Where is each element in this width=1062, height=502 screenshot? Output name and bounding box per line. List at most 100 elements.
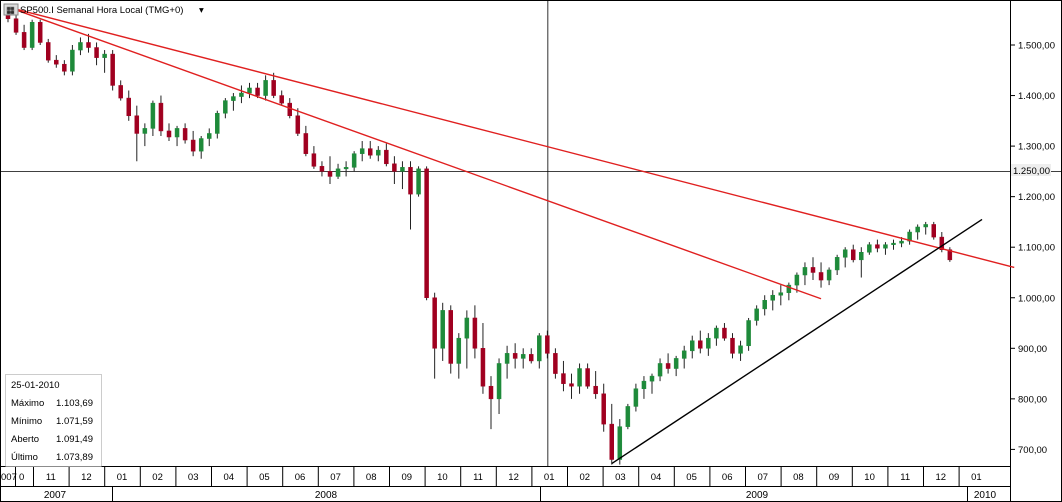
candle-down [126, 97, 131, 117]
candle-down [722, 327, 727, 339]
candle-up [239, 92, 244, 97]
y-tick-label: 1.000,00 [1018, 293, 1055, 304]
candle-up [215, 112, 220, 134]
ohlc-label-max: Máximo [11, 398, 44, 409]
y-axis-panel [1010, 0, 1062, 502]
candle-up [770, 294, 775, 301]
x-month-label: 12 [936, 472, 947, 483]
candle-up [657, 363, 663, 377]
crosshair-price-label-bg [1011, 164, 1051, 176]
candle-down [21, 32, 27, 48]
candle-down [37, 22, 43, 43]
x-month-label: 08 [793, 472, 804, 483]
x-year-label: 2007 [44, 490, 67, 501]
candle-up [842, 249, 848, 258]
candle-up [899, 240, 904, 244]
candle-up [641, 380, 647, 389]
candle-up [762, 300, 767, 310]
candle-down [480, 348, 486, 387]
candle-up [923, 224, 928, 228]
candle-up [649, 375, 655, 382]
candle-up [520, 354, 526, 359]
candle-up [778, 292, 784, 296]
x-month-label: 10 [864, 472, 875, 483]
candle-up [907, 231, 912, 242]
trendline-black[interactable] [611, 218, 983, 465]
candle-down [368, 148, 373, 156]
candle-down [110, 53, 115, 86]
chart-title[interactable]: SP500.I Semanal Hora Local (TMG+0) [20, 5, 183, 16]
candle-down [424, 168, 429, 298]
caret-down-icon[interactable]: ▾ [199, 5, 204, 16]
candle-down [593, 385, 598, 395]
candle-down [585, 368, 590, 387]
candle-up [867, 244, 872, 253]
y-tick-label: 1.400,00 [1018, 91, 1055, 102]
candle-down [13, 18, 19, 33]
candle-up [400, 167, 405, 172]
chart-symbol-icon[interactable] [3, 3, 19, 16]
candle-up [456, 337, 462, 364]
x-axis-labels: 007 0 11 12 01 02 03 04 05 06 07 08 09 10 11 12 01 02 03 04… [1, 467, 997, 502]
plot-area[interactable] [0, 0, 1011, 467]
candle-up [223, 100, 228, 114]
x-month-label: 02 [152, 472, 163, 483]
candle-up [834, 257, 840, 271]
candle-down [931, 224, 936, 238]
x-month-label: 09 [402, 472, 413, 483]
trendlines[interactable] [7, 6, 1015, 465]
x-month-label: 11 [46, 472, 56, 483]
candle-down [166, 130, 172, 138]
candle-up [247, 87, 252, 94]
candle-up [198, 138, 204, 152]
y-tick-label: 900,00 [1018, 344, 1047, 355]
x-axis-panel [0, 466, 1011, 502]
candle-up [786, 284, 792, 293]
candle-up [102, 53, 107, 58]
candle-down [327, 171, 333, 177]
candle-up [617, 426, 623, 460]
trendline-red[interactable] [7, 6, 822, 300]
y-tick-label: 1.500,00 [1018, 41, 1055, 52]
x-month-label: 11 [900, 472, 910, 483]
x-month-label: 08 [366, 472, 377, 483]
x-month-label: 06 [295, 472, 306, 483]
x-month-label: 12 [81, 472, 92, 483]
x-month-label: 05 [686, 472, 697, 483]
candle-down [818, 272, 824, 281]
candle-down [86, 42, 91, 48]
ohlc-value-open: 1.091,49 [56, 434, 93, 445]
x-month-label: 12 [508, 472, 519, 483]
candle-up [714, 327, 719, 339]
trendline-red[interactable] [7, 6, 1015, 269]
chart-header[interactable]: ▦ SP500.I Semanal Hora Local (TMG+0) ▾ [3, 3, 204, 16]
y-tick-label: 1.100,00 [1018, 243, 1055, 254]
candle-down [609, 423, 614, 460]
candle-up [496, 363, 502, 400]
candle-up [359, 148, 365, 154]
candle-up [859, 252, 864, 261]
x-year-label: 2010 [974, 490, 997, 501]
candle-down [939, 236, 945, 250]
candle-down [311, 153, 317, 167]
candle-up [915, 226, 920, 233]
candle-down [488, 385, 494, 400]
candle-up [150, 102, 156, 129]
y-tick-label: 800,00 [1018, 394, 1047, 405]
candle-up [416, 168, 421, 195]
candle-up [883, 244, 888, 249]
candle-up [174, 128, 180, 138]
candle-up [577, 368, 582, 387]
candle-down [472, 317, 478, 349]
candle-down [512, 353, 518, 359]
candle-up [746, 320, 751, 347]
candle-up [826, 269, 832, 281]
x-month-label: 01 [971, 472, 982, 483]
x-month-label: 04 [651, 472, 662, 483]
crosshair-price-label: 1.250,00 [1013, 166, 1050, 177]
candle-up [625, 406, 631, 427]
candle-up [440, 310, 445, 349]
candle-down [190, 139, 196, 152]
crosshair [0, 0, 1062, 466]
